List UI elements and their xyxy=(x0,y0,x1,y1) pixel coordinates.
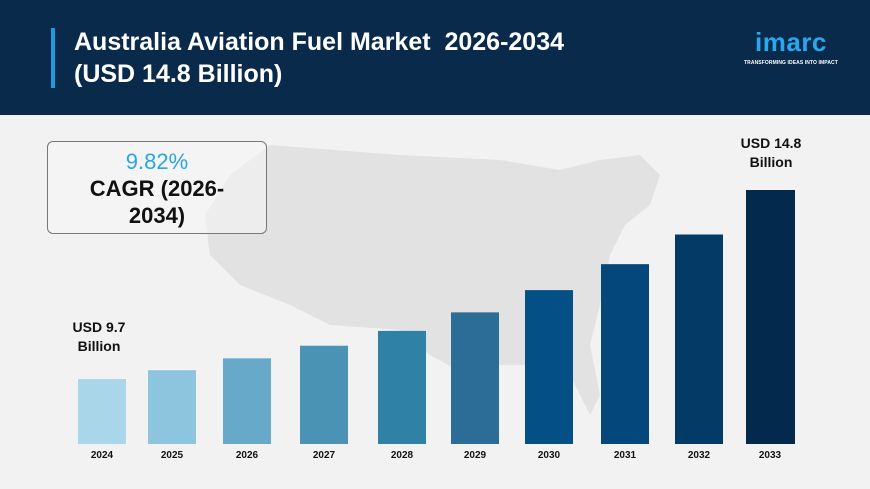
cagr-value: 9.82% xyxy=(125,149,189,174)
bar-2026 xyxy=(223,358,271,444)
cagr-label: CAGR (2026-2034) xyxy=(89,176,225,228)
logo-word: imarc xyxy=(755,27,827,57)
cagr-box: 9.82% CAGR (2026-2034) xyxy=(47,141,267,234)
x-tick-label: 2030 xyxy=(538,450,561,461)
x-tick-label: 2031 xyxy=(614,450,637,461)
bar-2028 xyxy=(378,330,426,444)
x-tick-label: 2029 xyxy=(464,450,487,461)
x-tick-label: 2027 xyxy=(313,450,336,461)
bar-2024 xyxy=(78,379,126,444)
logo-tagline: TRANSFORMING IDEAS INTO IMPACT xyxy=(744,60,838,66)
bar-2025 xyxy=(148,370,196,444)
imarc-logo: imarc TRANSFORMING IDEAS INTO IMPACT xyxy=(744,26,838,67)
bar-2032 xyxy=(675,234,723,444)
annotation-first: USD 9.7 Billion xyxy=(72,319,126,354)
x-tick-label: 2025 xyxy=(161,450,184,461)
bar-2027 xyxy=(300,345,348,444)
header-banner: Australia Aviation Fuel Market 2026-2034… xyxy=(0,0,870,115)
bar-2031 xyxy=(601,264,649,444)
x-tick-label: 2028 xyxy=(391,450,414,461)
x-tick-label: 2026 xyxy=(236,450,259,461)
annotation-last: USD 14.8 Billion xyxy=(740,135,802,170)
bar-2029 xyxy=(451,312,499,444)
x-tick-label: 2024 xyxy=(91,450,114,461)
title-accent-bar xyxy=(51,28,55,88)
bar-2033 xyxy=(746,190,795,444)
page-title: Australia Aviation Fuel Market 2026-2034… xyxy=(74,28,565,88)
bar-2030 xyxy=(525,290,573,444)
x-tick-label: 2033 xyxy=(759,450,782,461)
x-tick-label: 2032 xyxy=(688,450,711,461)
